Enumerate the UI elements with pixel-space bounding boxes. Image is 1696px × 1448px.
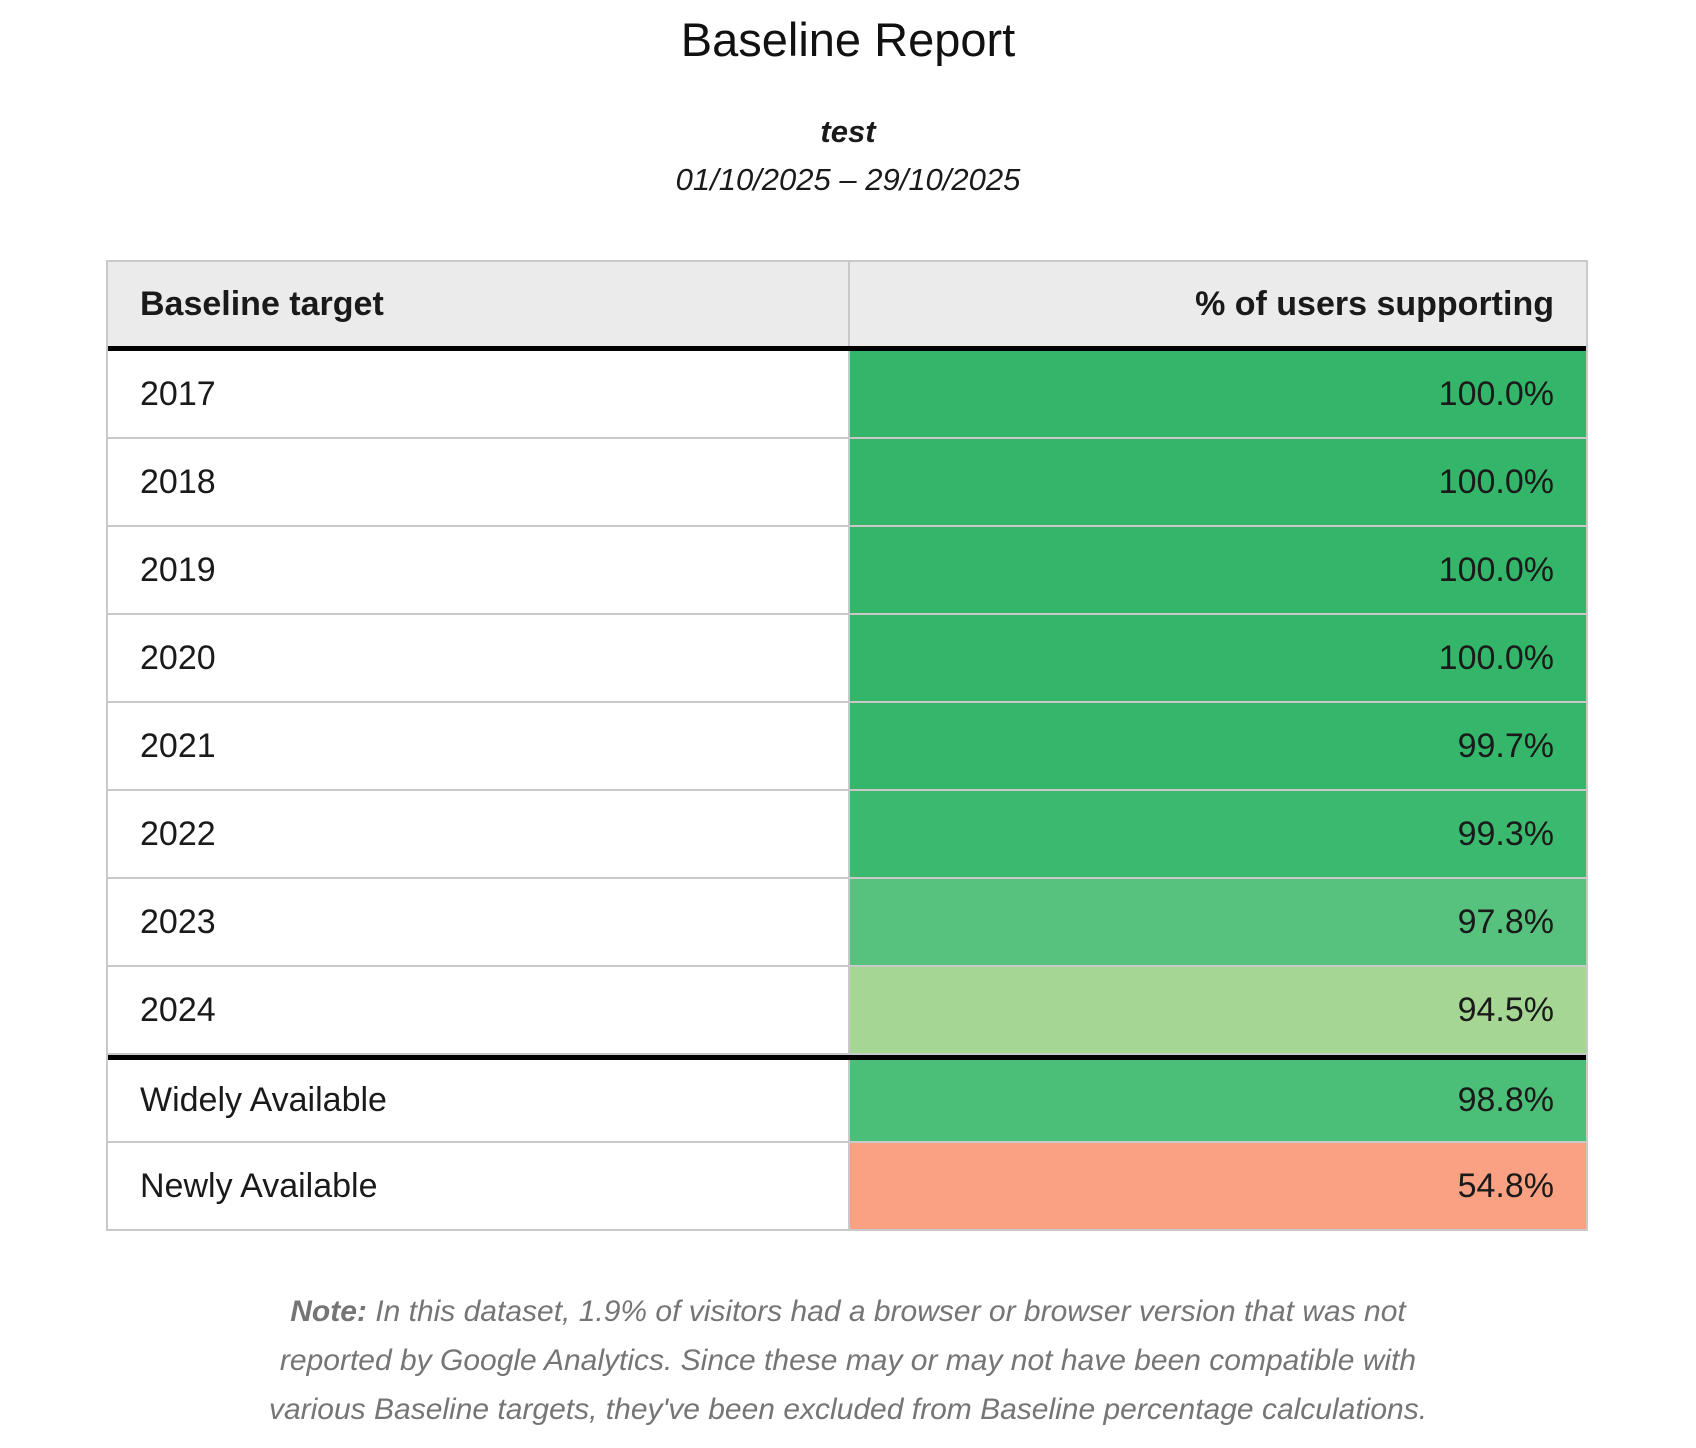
row-percent-value: 99.3% [849,791,1586,878]
row-percent-value: 54.8% [849,1143,1586,1230]
row-percent-value: 100.0% [849,615,1586,702]
row-target-label: 2019 [108,527,850,614]
table-row: 2019 100.0% [108,527,1586,616]
column-header-baseline-target: Baseline target [108,262,850,347]
row-percent-value: 100.0% [849,351,1586,438]
table-row: 2020 100.0% [108,615,1586,704]
note-label: Note: [290,1295,367,1329]
baseline-table: Baseline target % of users supporting 20… [106,260,1588,1232]
row-percent-value: 99.7% [849,703,1586,790]
row-percent-value: 94.5% [849,967,1586,1054]
row-target-label: Widely Available [108,1060,850,1142]
table-row: 2024 94.5% [108,967,1586,1056]
table-row: Widely Available 98.8% [108,1055,1586,1144]
table-row: 2018 100.0% [108,439,1586,528]
page-title: Baseline Report [680,13,1016,66]
row-target-label: Newly Available [108,1143,850,1230]
table-header-row: Baseline target % of users supporting [108,262,1586,352]
table-row: 2017 100.0% [108,351,1586,440]
row-target-label: 2018 [108,439,850,526]
row-percent-value: 97.8% [849,879,1586,966]
column-header-users-supporting: % of users supporting [1195,284,1554,323]
row-target-label: 2022 [108,791,850,878]
row-target-label: 2020 [108,615,850,702]
row-percent-value: 100.0% [849,439,1586,526]
report-subtitle: test [820,114,876,150]
table-row: 2021 99.7% [108,703,1586,792]
row-target-label: 2023 [108,879,850,966]
row-target-label: 2021 [108,703,850,790]
row-percent-value: 100.0% [849,527,1586,614]
table-row: 2023 97.8% [108,879,1586,968]
report-date-range: 01/10/2025 – 29/10/2025 [675,162,1021,198]
report-note: Note: In this dataset, 1.9% of visitors … [0,1287,1696,1434]
table-body: 2017 100.0% 2018 100.0% 2019 100.0% 2020… [108,351,1586,1232]
note-text: In this dataset, 1.9% of visitors had a … [268,1295,1428,1427]
row-percent-value: 98.8% [849,1060,1586,1142]
row-target-label: 2017 [108,351,850,438]
table-row: 2022 99.3% [108,791,1586,880]
row-target-label: 2024 [108,967,850,1054]
table-row: Newly Available 54.8% [108,1143,1586,1232]
